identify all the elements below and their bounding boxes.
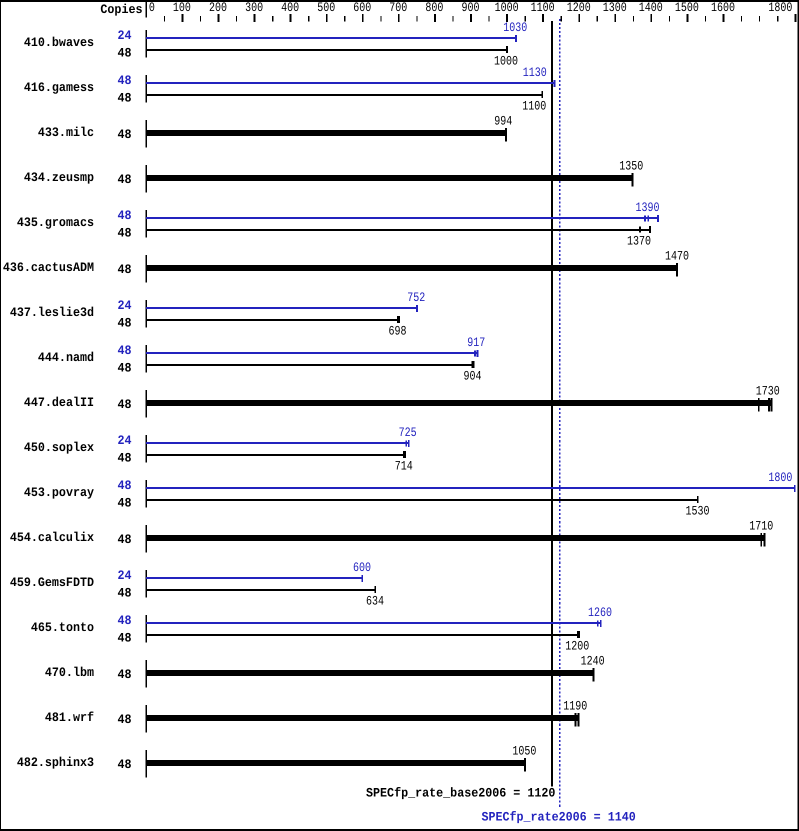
svg-text:48: 48 — [117, 262, 131, 277]
svg-text:1000: 1000 — [495, 2, 519, 16]
svg-text:48: 48 — [117, 586, 131, 601]
svg-text:1600: 1600 — [711, 2, 735, 16]
svg-text:1350: 1350 — [619, 160, 643, 174]
svg-text:SPECfp_rate2006 = 1140: SPECfp_rate2006 = 1140 — [481, 810, 635, 825]
svg-text:48: 48 — [117, 631, 131, 646]
svg-text:447.dealII: 447.dealII — [24, 395, 94, 410]
svg-text:433.milc: 433.milc — [38, 125, 94, 140]
svg-text:1130: 1130 — [523, 67, 547, 81]
svg-text:1530: 1530 — [685, 505, 709, 519]
svg-text:1200: 1200 — [567, 2, 591, 16]
svg-text:48: 48 — [117, 397, 131, 412]
svg-text:416.gamess: 416.gamess — [24, 80, 94, 95]
svg-text:SPECfp_rate_base2006 = 1120: SPECfp_rate_base2006 = 1120 — [366, 786, 555, 801]
svg-text:1190: 1190 — [563, 700, 587, 714]
svg-text:450.soplex: 450.soplex — [24, 440, 94, 455]
svg-text:24: 24 — [117, 433, 131, 448]
svg-text:752: 752 — [407, 292, 425, 306]
svg-text:200: 200 — [209, 2, 227, 16]
svg-text:600: 600 — [353, 562, 371, 576]
svg-text:437.leslie3d: 437.leslie3d — [10, 305, 94, 320]
svg-text:1100: 1100 — [531, 2, 555, 16]
svg-text:48: 48 — [117, 172, 131, 187]
svg-text:725: 725 — [399, 427, 417, 441]
svg-text:48: 48 — [117, 361, 131, 376]
svg-text:994: 994 — [494, 115, 512, 129]
svg-text:24: 24 — [117, 298, 131, 313]
svg-text:48: 48 — [117, 226, 131, 241]
svg-text:48: 48 — [117, 613, 131, 628]
svg-text:900: 900 — [461, 2, 479, 16]
svg-text:698: 698 — [388, 325, 406, 339]
svg-text:1390: 1390 — [635, 202, 659, 216]
svg-text:0: 0 — [149, 2, 155, 16]
svg-text:1800: 1800 — [768, 2, 792, 16]
svg-text:600: 600 — [353, 2, 371, 16]
svg-text:481.wrf: 481.wrf — [45, 710, 94, 725]
svg-text:1730: 1730 — [756, 385, 780, 399]
svg-text:435.gromacs: 435.gromacs — [17, 215, 94, 230]
svg-text:24: 24 — [117, 568, 131, 583]
svg-text:1800: 1800 — [768, 472, 792, 486]
svg-text:1240: 1240 — [581, 655, 605, 669]
svg-text:24: 24 — [117, 28, 131, 43]
svg-text:500: 500 — [317, 2, 335, 16]
svg-text:48: 48 — [117, 532, 131, 547]
svg-text:1500: 1500 — [675, 2, 699, 16]
svg-text:1260: 1260 — [588, 607, 612, 621]
svg-text:917: 917 — [467, 337, 485, 351]
svg-text:1400: 1400 — [639, 2, 663, 16]
svg-text:100: 100 — [173, 2, 191, 16]
svg-text:1470: 1470 — [665, 250, 689, 264]
svg-text:300: 300 — [245, 2, 263, 16]
svg-text:454.calculix: 454.calculix — [10, 530, 94, 545]
svg-text:410.bwaves: 410.bwaves — [24, 35, 94, 50]
svg-text:48: 48 — [117, 127, 131, 142]
svg-text:1300: 1300 — [603, 2, 627, 16]
svg-text:1050: 1050 — [512, 745, 536, 759]
svg-text:48: 48 — [117, 208, 131, 223]
svg-text:48: 48 — [117, 91, 131, 106]
svg-text:453.povray: 453.povray — [24, 485, 94, 500]
svg-text:1200: 1200 — [565, 640, 589, 654]
svg-text:434.zeusmp: 434.zeusmp — [24, 170, 94, 185]
svg-text:48: 48 — [117, 451, 131, 466]
svg-text:1030: 1030 — [503, 22, 527, 36]
svg-text:1000: 1000 — [494, 55, 518, 69]
svg-text:436.cactusADM: 436.cactusADM — [3, 260, 94, 275]
svg-text:444.namd: 444.namd — [38, 350, 94, 365]
svg-text:1710: 1710 — [749, 520, 773, 534]
svg-text:400: 400 — [281, 2, 299, 16]
svg-text:1100: 1100 — [522, 100, 546, 114]
svg-text:482.sphinx3: 482.sphinx3 — [17, 755, 94, 770]
svg-text:48: 48 — [117, 343, 131, 358]
svg-text:48: 48 — [117, 316, 131, 331]
svg-text:48: 48 — [117, 712, 131, 727]
svg-text:48: 48 — [117, 478, 131, 493]
svg-text:800: 800 — [425, 2, 443, 16]
svg-text:904: 904 — [463, 370, 481, 384]
svg-text:48: 48 — [117, 73, 131, 88]
svg-text:470.lbm: 470.lbm — [45, 665, 94, 680]
svg-text:Copies: Copies — [100, 2, 142, 17]
svg-text:48: 48 — [117, 496, 131, 511]
svg-text:465.tonto: 465.tonto — [31, 620, 94, 635]
svg-text:459.GemsFDTD: 459.GemsFDTD — [10, 575, 94, 590]
svg-text:48: 48 — [117, 667, 131, 682]
svg-text:48: 48 — [117, 757, 131, 772]
svg-text:634: 634 — [366, 595, 384, 609]
svg-text:700: 700 — [389, 2, 407, 16]
svg-text:714: 714 — [395, 460, 413, 474]
svg-text:1370: 1370 — [627, 235, 651, 249]
svg-text:48: 48 — [117, 46, 131, 61]
